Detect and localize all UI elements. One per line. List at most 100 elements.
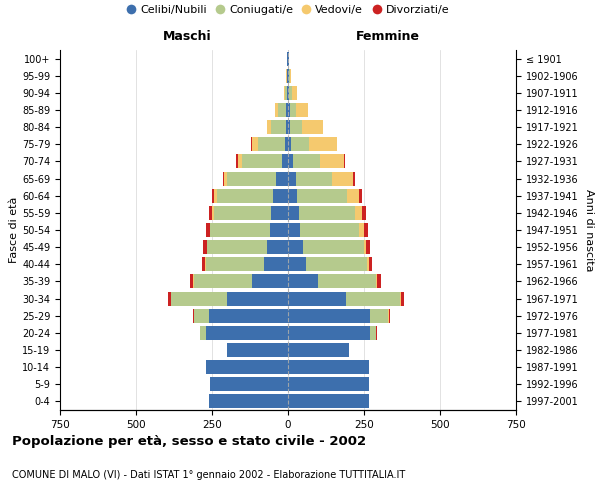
Bar	[288, 206, 299, 220]
Legend: Celibi/Nubili, Coniugati/e, Vedovi/e, Divorziati/e: Celibi/Nubili, Coniugati/e, Vedovi/e, Di…	[122, 0, 454, 19]
Bar	[319, 274, 376, 288]
Bar	[285, 138, 288, 151]
Bar	[284, 86, 287, 100]
Bar	[271, 120, 286, 134]
Bar	[288, 154, 293, 168]
Bar	[289, 68, 290, 82]
Bar	[209, 206, 212, 220]
Bar	[227, 343, 288, 357]
Text: Popolazione per età, sesso e stato civile - 2002: Popolazione per età, sesso e stato civil…	[12, 435, 366, 448]
Bar	[370, 326, 376, 340]
Bar	[200, 326, 206, 340]
Bar	[273, 188, 288, 202]
Bar	[292, 86, 296, 100]
Bar	[207, 240, 208, 254]
Bar	[367, 258, 368, 272]
Bar	[171, 292, 227, 306]
Bar	[214, 206, 271, 220]
Bar	[288, 138, 291, 151]
Bar	[364, 223, 368, 237]
Bar	[300, 223, 359, 237]
Bar	[359, 188, 362, 202]
Bar	[257, 138, 285, 151]
Bar	[206, 326, 288, 340]
Bar	[288, 326, 370, 340]
Bar	[206, 258, 263, 272]
Bar	[400, 292, 401, 306]
Bar	[297, 188, 347, 202]
Bar	[236, 154, 238, 168]
Bar	[288, 292, 346, 306]
Bar	[267, 240, 288, 254]
Bar	[377, 274, 381, 288]
Bar	[320, 154, 344, 168]
Y-axis label: Anni di nascita: Anni di nascita	[584, 188, 594, 271]
Bar	[346, 292, 400, 306]
Bar	[203, 240, 207, 254]
Bar	[251, 138, 257, 151]
Bar	[376, 274, 377, 288]
Bar	[362, 206, 365, 220]
Bar	[290, 103, 296, 117]
Bar	[306, 258, 367, 272]
Bar	[194, 274, 251, 288]
Text: Femmine: Femmine	[356, 30, 421, 43]
Bar	[227, 292, 288, 306]
Bar	[303, 240, 364, 254]
Bar	[212, 188, 214, 202]
Bar	[217, 188, 273, 202]
Bar	[359, 223, 364, 237]
Bar	[401, 292, 404, 306]
Bar	[205, 258, 206, 272]
Bar	[288, 274, 319, 288]
Bar	[288, 103, 290, 117]
Bar	[202, 258, 205, 272]
Bar	[288, 343, 349, 357]
Bar	[289, 86, 292, 100]
Bar	[167, 292, 170, 306]
Bar	[267, 120, 271, 134]
Bar	[288, 120, 290, 134]
Bar	[209, 308, 288, 322]
Bar	[212, 206, 214, 220]
Bar	[296, 172, 332, 185]
Bar	[296, 103, 308, 117]
Bar	[353, 172, 355, 185]
Bar	[190, 274, 193, 288]
Bar	[288, 52, 289, 66]
Y-axis label: Fasce di età: Fasce di età	[9, 197, 19, 263]
Bar	[224, 172, 227, 185]
Text: Maschi: Maschi	[163, 30, 212, 43]
Bar	[276, 172, 288, 185]
Text: COMUNE DI MALO (VI) - Dati ISTAT 1° gennaio 2002 - Elaborazione TUTTITALIA.IT: COMUNE DI MALO (VI) - Dati ISTAT 1° genn…	[12, 470, 405, 480]
Bar	[287, 52, 288, 66]
Bar	[271, 206, 288, 220]
Bar	[278, 103, 286, 117]
Bar	[344, 154, 345, 168]
Bar	[238, 154, 242, 168]
Bar	[282, 154, 288, 168]
Bar	[288, 223, 300, 237]
Bar	[286, 103, 288, 117]
Bar	[288, 86, 289, 100]
Bar	[288, 378, 368, 392]
Bar	[299, 206, 355, 220]
Bar	[263, 258, 288, 272]
Bar	[288, 394, 368, 408]
Bar	[275, 103, 278, 117]
Bar	[288, 360, 368, 374]
Bar	[286, 120, 288, 134]
Bar	[194, 308, 209, 322]
Bar	[376, 326, 377, 340]
Bar	[288, 308, 370, 322]
Bar	[214, 188, 217, 202]
Bar	[206, 223, 209, 237]
Bar	[209, 394, 288, 408]
Bar	[287, 86, 288, 100]
Bar	[309, 138, 337, 151]
Bar	[291, 138, 309, 151]
Bar	[332, 172, 353, 185]
Bar	[206, 360, 288, 374]
Bar	[288, 258, 306, 272]
Bar	[370, 308, 388, 322]
